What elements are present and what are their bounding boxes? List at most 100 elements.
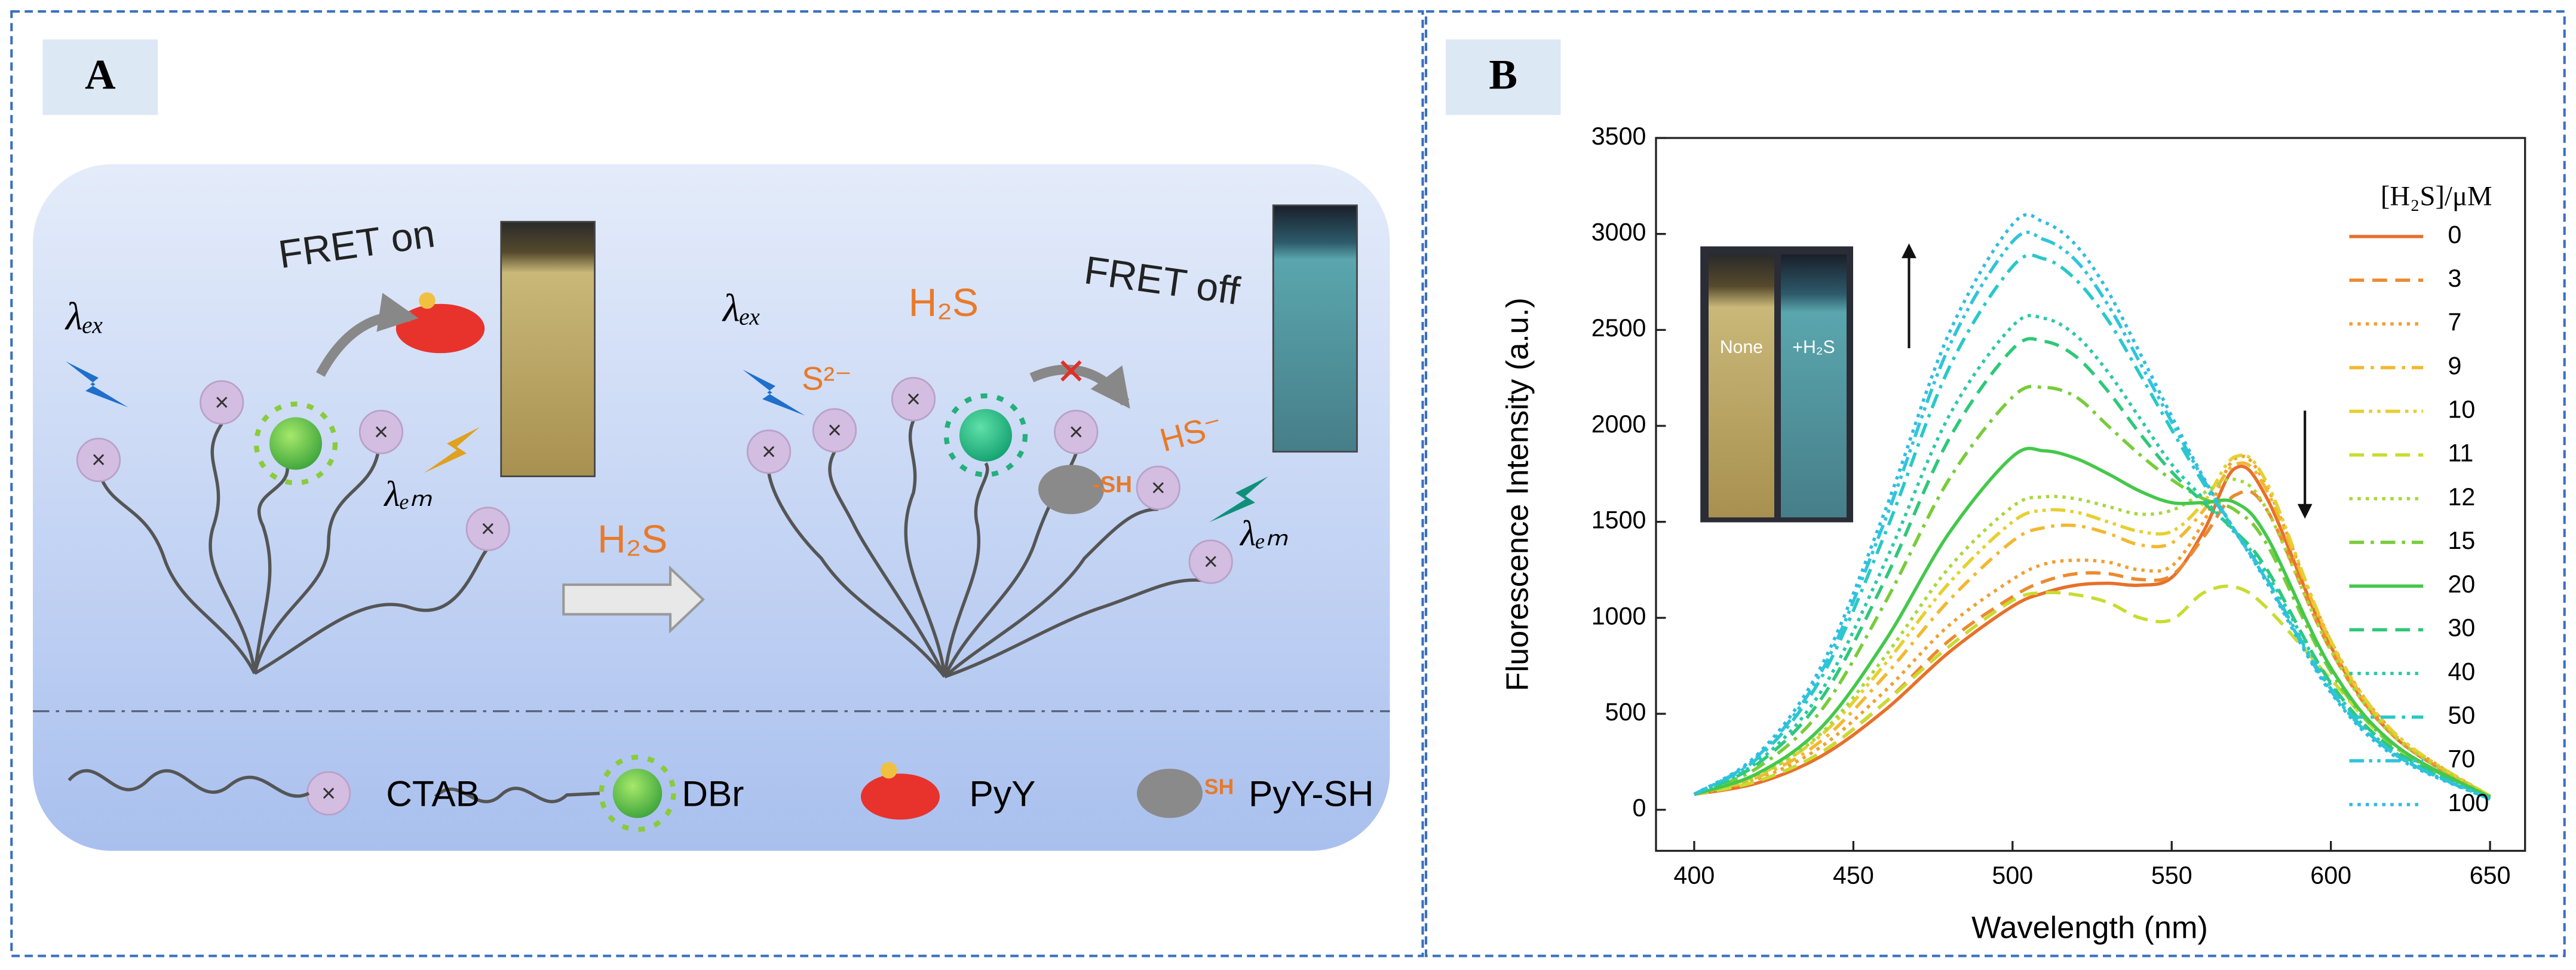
inset-cuvette xyxy=(1708,254,1774,518)
series-line xyxy=(1693,314,2491,800)
panel-label: B xyxy=(1489,51,1517,98)
svg-text:×: × xyxy=(91,446,106,474)
legend-title: [H₂S]/μM xyxy=(2381,180,2492,211)
emission-bolt xyxy=(424,426,480,473)
y-axis-label: Fluorescence Intensity (a.u.) xyxy=(1501,297,1535,691)
excitation-bolt xyxy=(743,369,805,416)
sulfide: S²⁻ xyxy=(802,360,852,397)
plot-frame xyxy=(1655,137,2526,852)
series-line xyxy=(1694,447,2491,799)
series-line xyxy=(1693,385,2491,799)
legend-label: 70 xyxy=(2448,745,2475,773)
cross: ✕ xyxy=(1056,351,1087,392)
label-box xyxy=(1445,39,1561,115)
legend-label: 50 xyxy=(2448,702,2475,729)
panel-frame xyxy=(10,10,1424,957)
lambda-em: λₑₘ xyxy=(1239,514,1288,554)
sh: -SH xyxy=(1093,472,1132,498)
x-tick-label: 450 xyxy=(1833,861,1874,889)
y-tick-label: 3500 xyxy=(1591,122,1646,150)
fret-arrow xyxy=(315,293,419,377)
legend-label: 9 xyxy=(2448,352,2461,379)
svg-text:×: × xyxy=(214,388,229,416)
x-axis-label: Wavelength (nm) xyxy=(1971,910,2208,945)
y-tick-label: 1000 xyxy=(1591,602,1646,630)
svg-text:×: × xyxy=(374,418,388,446)
lambda-ex: λₑₓ xyxy=(65,294,105,338)
dbr xyxy=(253,401,338,486)
legend-pyy: PyY xyxy=(970,773,1036,814)
lambda-ex: λₑₓ xyxy=(722,287,762,330)
ctab-tail xyxy=(68,769,310,798)
label-box xyxy=(42,39,158,115)
legend-label: 10 xyxy=(2448,395,2475,423)
y-tick-label: 0 xyxy=(1633,794,1646,822)
pyy-legend xyxy=(861,762,940,820)
legend-label: 100 xyxy=(2448,789,2489,816)
svg-text:×: × xyxy=(1204,548,1218,575)
y-tick-label: 2500 xyxy=(1591,314,1646,342)
svg-text:×: × xyxy=(321,779,336,807)
series-line xyxy=(1694,477,2491,798)
h2s: H₂S xyxy=(909,280,979,324)
series-line xyxy=(1693,337,2491,800)
legend-label: 3 xyxy=(2448,265,2461,292)
pyy-sh xyxy=(1038,465,1105,514)
inset-label: +H₂S xyxy=(1792,337,1835,357)
legend-label: 11 xyxy=(2448,440,2473,467)
panel-label: A xyxy=(85,51,116,98)
excitation-bolt xyxy=(66,361,128,407)
svg-text:×: × xyxy=(1069,418,1083,446)
x-tick-label: 400 xyxy=(1674,861,1715,889)
panel-a: A × × × × × × × × × xyxy=(33,39,1390,851)
cuvette-photo xyxy=(500,220,596,477)
lambda-em: λₑₘ xyxy=(384,474,433,514)
series-line xyxy=(1694,455,2491,798)
x-tick-label: 650 xyxy=(2470,861,2511,889)
background xyxy=(33,164,1390,851)
x-tick-label: 500 xyxy=(1992,861,2033,889)
legend-label: 0 xyxy=(2448,221,2461,248)
legend-label: 40 xyxy=(2448,658,2475,685)
series-line xyxy=(1694,465,2491,798)
svg-text:×: × xyxy=(481,515,495,542)
x-tick-label: 600 xyxy=(2310,861,2351,889)
x-tick-label: 550 xyxy=(2151,861,2192,889)
emission-bolt xyxy=(1209,476,1269,523)
legend-label: 15 xyxy=(2448,527,2475,554)
svg-text:×: × xyxy=(827,416,842,444)
legend-label: 7 xyxy=(2448,308,2461,336)
y-tick-label: 1500 xyxy=(1591,507,1646,534)
fret-arrow xyxy=(1029,364,1130,409)
legend-sh: SH xyxy=(1204,775,1234,799)
cuvette-photo xyxy=(1272,204,1358,453)
dbr xyxy=(943,393,1028,477)
y-tick-label: 500 xyxy=(1605,698,1646,726)
y-tick-label: 3000 xyxy=(1591,219,1646,246)
cations: × × × × × × × × × × × xyxy=(76,377,1233,816)
series-line xyxy=(1694,453,2491,798)
svg-text:×: × xyxy=(762,438,776,465)
legend-label: 12 xyxy=(2448,483,2475,511)
series-line xyxy=(1694,489,2491,798)
dbr-tail xyxy=(434,787,600,803)
inset-label: None xyxy=(1720,337,1763,357)
plot: 400 450 500 550 600 6500500100015002000250030… xyxy=(1591,122,2511,889)
svg-text:×: × xyxy=(1151,474,1166,501)
series-line xyxy=(1693,213,2491,801)
chains xyxy=(100,419,1212,679)
inset-cuvette xyxy=(1780,254,1847,518)
legend-pyy-sh: PyY-SH xyxy=(1249,773,1374,814)
panel-b: B Fluorescence Intensity (a.u.) Waveleng… xyxy=(1445,39,2526,945)
legend-label: 30 xyxy=(2448,614,2475,641)
legend-label: 20 xyxy=(2448,570,2475,598)
reaction-arrow xyxy=(562,565,706,634)
legend-dbr: DBr xyxy=(682,773,744,814)
arrow-label: H₂S xyxy=(597,517,667,561)
panel-frame xyxy=(1424,10,2566,957)
y-tick-label: 2000 xyxy=(1591,410,1646,438)
legend-ctab: CTAB xyxy=(386,773,480,814)
pyy-sh-legend xyxy=(1137,768,1203,818)
